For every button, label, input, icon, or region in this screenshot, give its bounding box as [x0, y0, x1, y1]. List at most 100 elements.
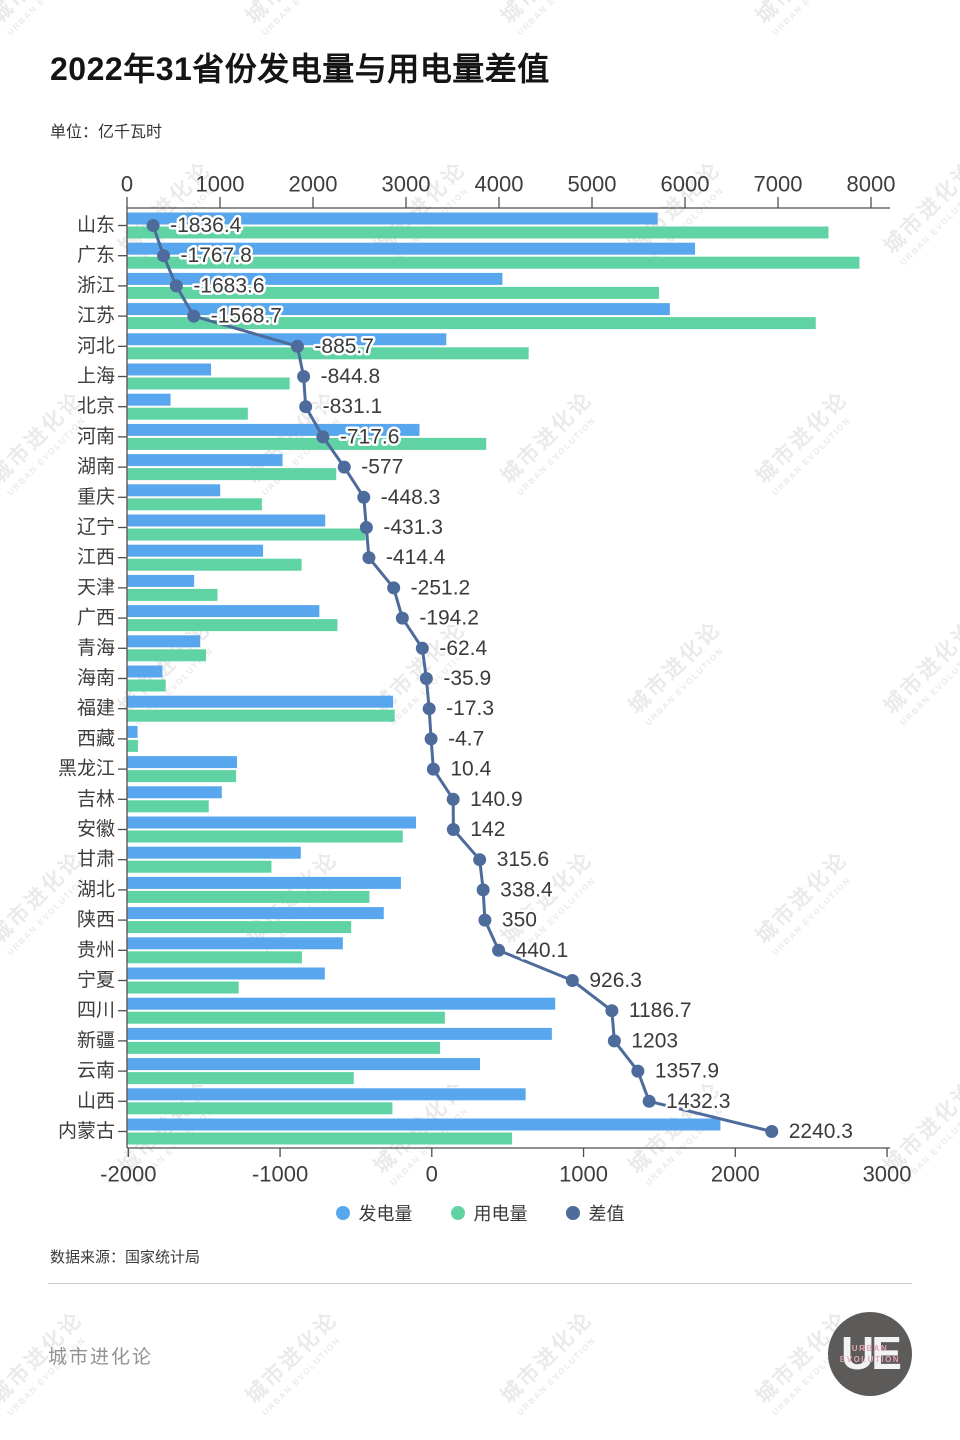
page-title: 2022年31省份发电量与用电量差值: [50, 51, 550, 87]
province-label: 山西: [77, 1090, 115, 1112]
top-axis-tick-label: 1000: [196, 172, 245, 197]
legend-label: 发电量: [358, 1204, 413, 1224]
consumption-bar: [127, 256, 860, 269]
consumption-bar: [127, 437, 487, 450]
diff-point: [426, 762, 440, 776]
diff-point: [297, 370, 311, 383]
diff-value-label: -1683.6: [193, 274, 264, 297]
diff-point: [157, 249, 171, 263]
generation-bar: [127, 1118, 721, 1131]
legend-label: 差值: [588, 1204, 625, 1224]
generation-bar: [127, 242, 696, 255]
diff-point: [415, 641, 429, 655]
province-label: 云南: [77, 1060, 115, 1082]
data-source: 数据来源：国家统计局: [50, 1249, 201, 1266]
province-label: 西藏: [77, 727, 115, 749]
consumption-bar: [127, 951, 302, 964]
legend-item-diff: 差值: [565, 1200, 625, 1226]
consumption-bar: [127, 317, 816, 330]
diff-value-label: 315.6: [497, 848, 550, 871]
bottom-axis-tick-label: -2000: [100, 1162, 156, 1187]
bottom-axis-tick-label: 2000: [711, 1162, 760, 1187]
diff-point: [146, 219, 160, 232]
consumption-bar: [127, 468, 337, 481]
province-label: 湖北: [77, 878, 115, 900]
watermark-cn: 城市进化论: [241, 1307, 343, 1409]
consumption-bar: [127, 1011, 445, 1024]
legend-dot-diff: [565, 1206, 580, 1220]
diff-point: [187, 309, 201, 323]
generation-bar: [127, 212, 658, 225]
bottom-axis-tick-label: -1000: [252, 1162, 308, 1187]
province-label: 青海: [77, 637, 115, 659]
bottom-axis-tick-label: 1000: [559, 1162, 608, 1187]
diff-value-label: -4.7: [448, 727, 484, 750]
consumption-bar: [127, 558, 302, 571]
brand-name: 城市进化论: [48, 1347, 154, 1368]
province-label: 天津: [77, 576, 115, 598]
province-label: 安徽: [77, 818, 115, 840]
watermark-en: URBAN EVOLUTION: [259, 1334, 343, 1418]
diff-point: [565, 974, 579, 987]
diff-value-label: 140.9: [470, 788, 523, 811]
generation-bar: [127, 303, 670, 316]
chart-legend: 发电量 用电量 差值: [0, 1200, 960, 1226]
province-label: 吉林: [77, 788, 115, 810]
province-label: 广东: [77, 244, 115, 266]
diff-value-label: -1568.7: [211, 305, 282, 328]
diff-point: [419, 672, 433, 685]
province-label: 新疆: [77, 1029, 115, 1051]
diff-point: [337, 460, 351, 474]
consumption-bar: [127, 709, 395, 722]
province-label: 四川: [77, 1000, 115, 1021]
diff-point: [422, 702, 436, 716]
consumption-bar: [127, 347, 529, 360]
top-axis-tick-label: 4000: [475, 172, 524, 197]
province-label: 贵州: [77, 939, 115, 961]
consumption-bar: [127, 890, 370, 903]
province-label: 陕西: [77, 909, 115, 931]
generation-bar: [127, 272, 503, 285]
consumption-bar: [127, 1072, 354, 1085]
generation-bar: [127, 363, 212, 376]
generation-bar: [127, 846, 301, 859]
logo-wordmark: URBAN EVOLUTION: [828, 1344, 912, 1366]
diff-value-label: 142: [470, 818, 505, 841]
diff-value-label: -17.3: [446, 697, 494, 720]
logo-word-evolution: EVOLUTION: [839, 1354, 901, 1364]
diff-value-label: -194.2: [419, 607, 479, 630]
diff-point: [605, 1004, 619, 1018]
diff-value-label: -251.2: [411, 576, 471, 599]
diff-value-label: 1432.3: [666, 1090, 730, 1113]
consumption-bar: [127, 498, 262, 511]
province-label: 湖南: [77, 456, 115, 478]
generation-bar: [127, 1058, 481, 1071]
top-axis-tick-label: 5000: [568, 172, 617, 197]
diff-value-label: 350: [502, 909, 537, 932]
consumption-bar: [127, 377, 290, 390]
province-label: 河南: [77, 425, 115, 447]
diff-point: [362, 551, 376, 565]
watermark-en: URBAN EVOLUTION: [4, 1334, 88, 1418]
diff-value-label: 1186.7: [629, 999, 692, 1022]
generation-bar: [127, 514, 326, 527]
generation-bar: [127, 544, 264, 557]
diff-value-label: 1203: [631, 1029, 678, 1052]
top-axis-tick-label: 3000: [382, 172, 431, 197]
province-label: 内蒙古: [58, 1120, 115, 1142]
diff-value-label: -62.4: [439, 637, 487, 660]
generation-bar: [127, 1027, 552, 1040]
diff-point: [476, 883, 490, 897]
province-label: 北京: [77, 395, 115, 417]
logo-word-urban: URBAN: [851, 1344, 889, 1353]
generation-bar: [127, 333, 447, 346]
watermark-en: URBAN EVOLUTION: [5, 0, 97, 37]
diff-point: [316, 430, 330, 444]
consumption-bar: [127, 649, 207, 662]
